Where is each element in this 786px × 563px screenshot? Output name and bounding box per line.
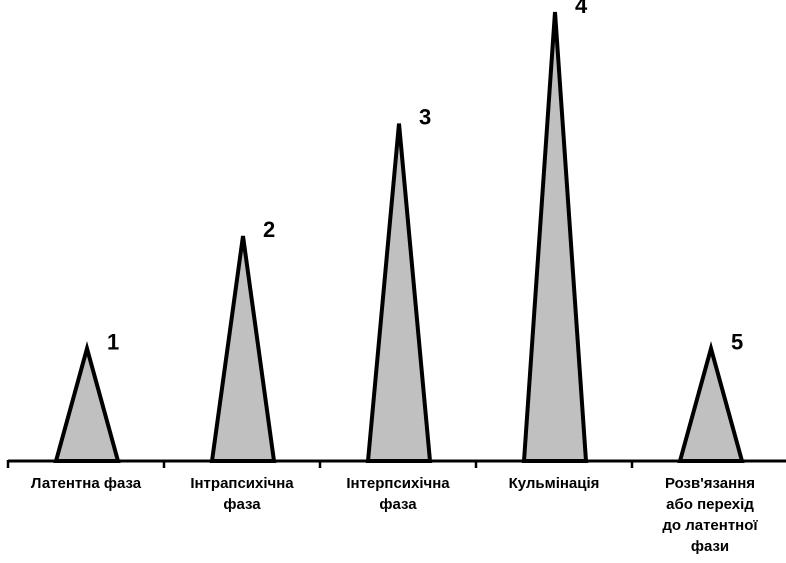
category-label-line: до латентної (662, 517, 758, 534)
category-label-2: Інтрапсихічна фаза (190, 475, 294, 513)
category-label-line: Інтерпсихічна (346, 475, 450, 492)
peak-number-label-1: 1 (107, 330, 119, 355)
category-label-3: Інтерпсихічна фаза (346, 475, 450, 513)
peak-labels-layer: 1 2 3 4 5 (107, 0, 743, 355)
phase-peak-3 (365, 123, 433, 463)
phase-peak-2 (209, 235, 277, 463)
category-label-1: Латентна фаза (31, 475, 142, 492)
category-label-line: фази (691, 538, 729, 555)
category-label-line: фаза (223, 496, 261, 513)
category-label-line: або перехід (666, 496, 754, 513)
category-label-4: Кульмінація (509, 475, 600, 492)
category-label-line: Розв'язання (665, 475, 755, 492)
phase-peak-4 (521, 11, 589, 463)
x-axis-ticks (6, 460, 634, 468)
phase-peak-5 (677, 340, 745, 463)
peak-number-label-4: 4 (575, 0, 588, 18)
peaks-layer (53, 11, 745, 463)
category-label-5: Розв'язання або перехід до латентної фази (662, 475, 758, 555)
peak-number-label-5: 5 (731, 330, 743, 355)
category-labels-layer: Латентна фаза Інтрапсихічна фазаІнтерпсихі… (31, 475, 758, 555)
category-label-line: Інтрапсихічна (190, 475, 294, 492)
peak-number-label-2: 2 (263, 217, 275, 242)
category-label-line: фаза (379, 496, 417, 513)
phase-peak-1 (53, 340, 121, 463)
category-label-line: Латентна фаза (31, 475, 142, 492)
category-label-line: Кульмінація (509, 475, 600, 492)
peak-number-label-3: 3 (419, 105, 431, 130)
